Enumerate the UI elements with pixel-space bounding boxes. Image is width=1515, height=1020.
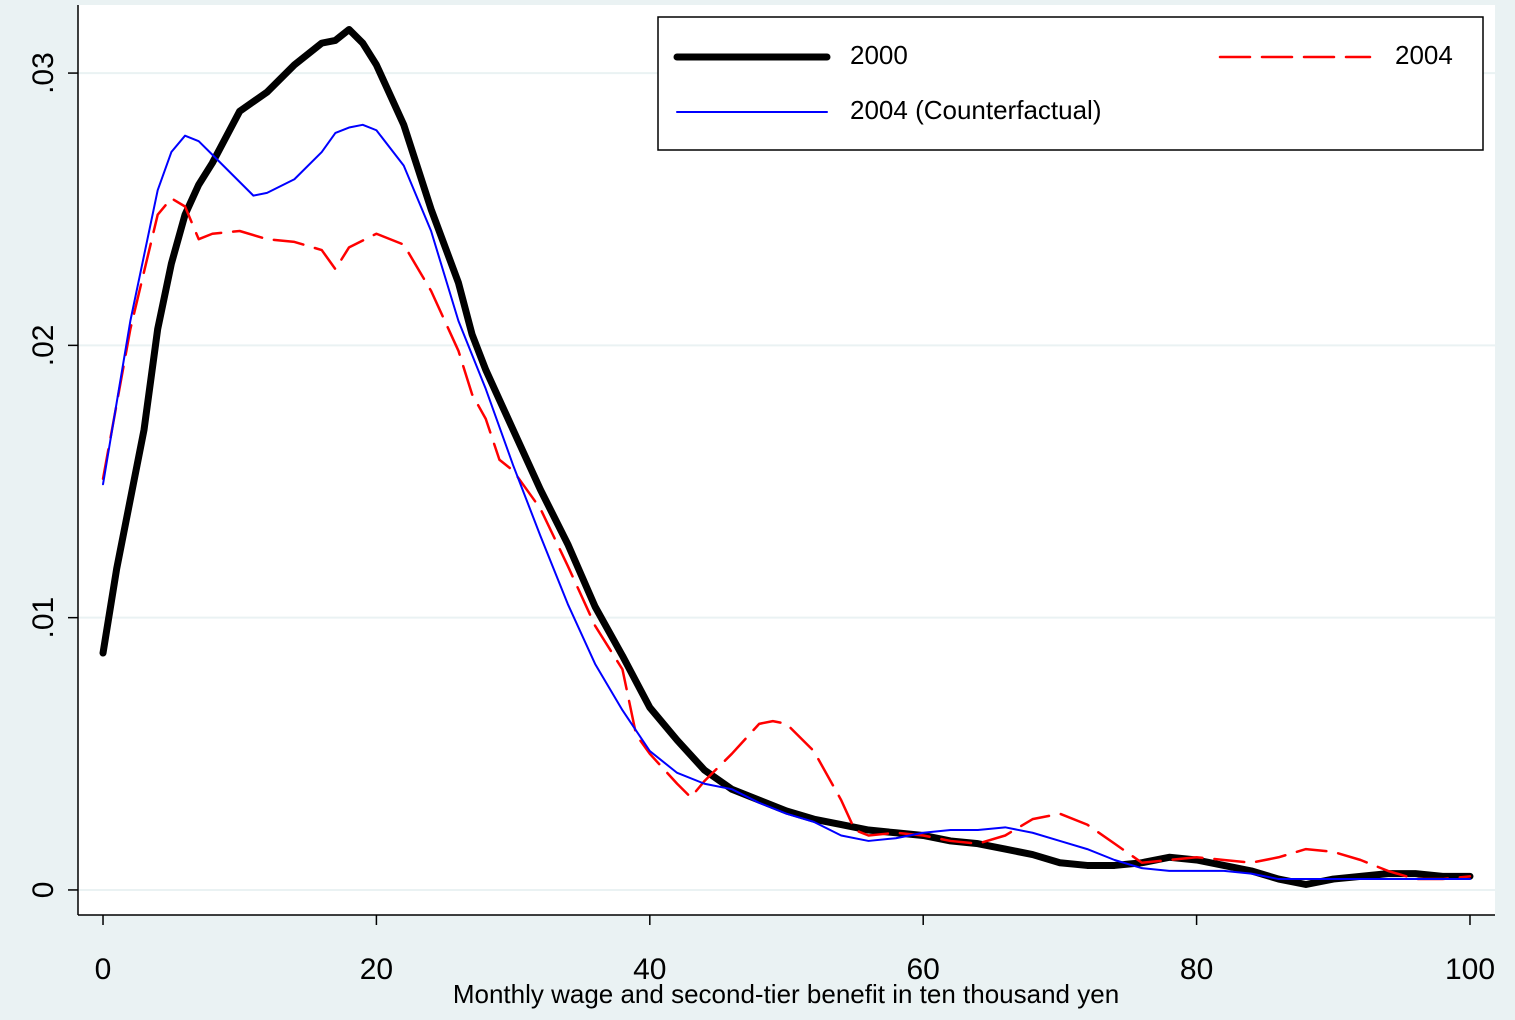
x-tick-label: 0 [95,953,112,986]
line-series [102,123,1471,881]
line-series [99,26,1474,889]
x-tick-label: 60 [907,953,940,986]
x-tick-label: 20 [360,953,393,986]
line-series [101,197,1472,881]
x-axis-label: Monthly wage and second-tier benefit in … [453,979,1119,1009]
x-tick-label: 80 [1180,953,1213,986]
x-tick-label: 100 [1445,953,1495,986]
x-tick-label: 40 [633,953,666,986]
y-tick-label: .03 [27,52,60,94]
y-tick-label: .02 [27,325,60,367]
y-tick-label: .01 [27,597,60,639]
legend-label: 2004 (Counterfactual) [850,95,1101,125]
plot-area [78,5,1495,915]
y-tick-label: 0 [27,882,60,899]
legend-label: 2000 [850,40,908,70]
legend-label: 2004 [1395,40,1453,70]
legend-box [657,16,1484,151]
